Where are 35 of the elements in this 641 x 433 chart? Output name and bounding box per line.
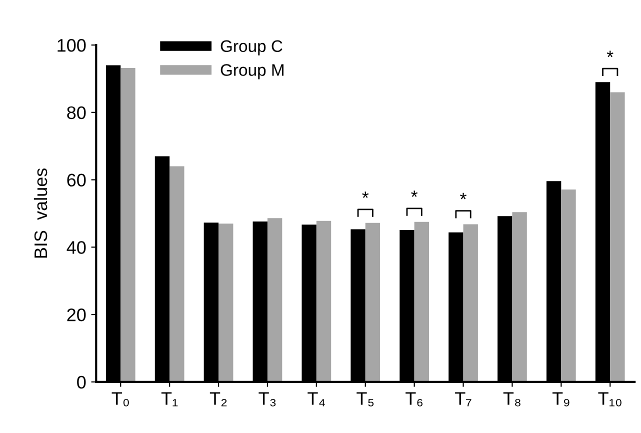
y-tick-label: 80: [67, 106, 86, 120]
x-tick-label: T₁: [161, 392, 178, 406]
y-tick-label: 100: [58, 38, 86, 52]
bar: [610, 92, 625, 382]
y-axis-title: BIS values: [34, 168, 48, 258]
x-tick-label: T₁₀: [598, 392, 622, 406]
y-tick-label: 60: [67, 174, 86, 186]
y-tick-label: 40: [66, 241, 86, 254]
annotation: *: [460, 192, 466, 200]
bar: [414, 222, 430, 382]
bar: [512, 212, 527, 382]
bar: [463, 224, 478, 382]
x-tick-label: T₂: [210, 392, 227, 406]
bar: [267, 218, 282, 382]
x-tick-label: T₅: [356, 392, 374, 406]
bar: [120, 68, 136, 382]
bar: [561, 190, 576, 382]
x-tick-label: T₆: [406, 392, 422, 406]
x-tick-label: T₉: [552, 392, 570, 406]
y-tick-label: 0: [77, 376, 86, 389]
annotation: *: [362, 192, 369, 198]
x-tick-label: T₇: [455, 392, 472, 406]
x-tick-label: T₈: [503, 392, 520, 406]
y-tick-label: 20: [67, 308, 86, 322]
annotation: *: [411, 190, 418, 197]
x-tick-label: T₄: [308, 392, 325, 406]
legend-label: Group M: [220, 64, 284, 80]
bar: [316, 220, 332, 382]
x-tick-label: T₃: [258, 392, 276, 406]
bar: [365, 222, 380, 382]
legend-label: Group C: [220, 40, 282, 56]
bar: [218, 224, 234, 382]
annotation: *: [606, 50, 614, 58]
bar: [170, 166, 184, 382]
x-tick-label: T₀: [112, 392, 129, 406]
